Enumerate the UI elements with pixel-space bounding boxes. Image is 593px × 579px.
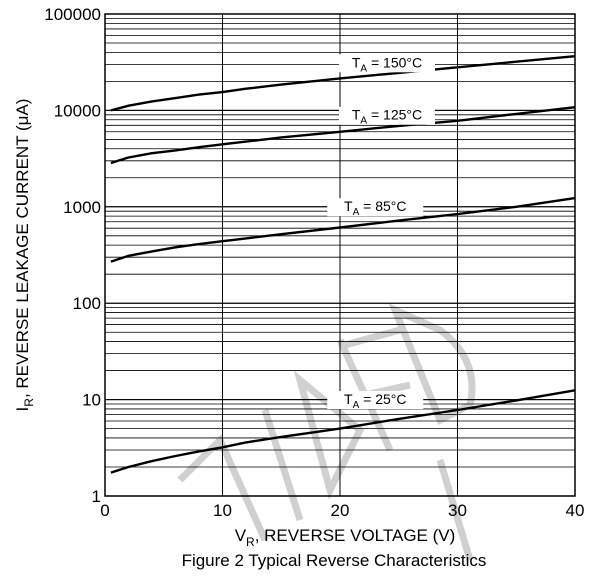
x-tick-label: 30 (448, 501, 467, 520)
watermark (177, 303, 476, 562)
x-tick-label: 20 (331, 501, 350, 520)
series-line-0 (110, 55, 576, 112)
series-label-bg (339, 106, 435, 125)
y-tick-labels: 1 10 100 1000 10000 100000 (44, 5, 101, 506)
series-layer: TA = 150°C TA = 125°C TA = 85°C TA = 25°C (110, 54, 576, 474)
y-tick-label: 10000 (54, 101, 101, 120)
x-tick-labels: 0 10 20 30 40 (100, 501, 584, 520)
grid (105, 13, 575, 497)
series-label: TA = 85°C (344, 198, 406, 218)
x-tick-label: 0 (100, 501, 109, 520)
y-axis-label: IR, REVERSE LEAKAGE CURRENT (μA) (13, 99, 36, 412)
y-tick-label: 1000 (63, 198, 101, 217)
figure-caption: Figure 2 Typical Reverse Characteristics (182, 551, 487, 570)
series-label-bg (339, 54, 435, 73)
y-tick-label: 100000 (44, 5, 101, 24)
plot-frame (104, 13, 576, 497)
series-line-2 (110, 196, 576, 263)
x-axis-label: VR, REVERSE VOLTAGE (V) (235, 526, 456, 549)
series-line-3 (110, 389, 576, 474)
y-tick-label: 10 (82, 391, 101, 410)
x-tick-label: 40 (566, 501, 585, 520)
y-tick-label: 100 (73, 294, 101, 313)
series-line-1 (110, 106, 576, 165)
series-label-bg (327, 391, 424, 410)
y-tick-label: 1 (92, 487, 101, 506)
x-tick-label: 10 (213, 501, 232, 520)
series-label-bg (327, 198, 424, 217)
series-label: TA = 150°C (352, 54, 422, 74)
series-label: TA = 125°C (352, 107, 422, 127)
series-label: TA = 25°C (344, 391, 406, 411)
